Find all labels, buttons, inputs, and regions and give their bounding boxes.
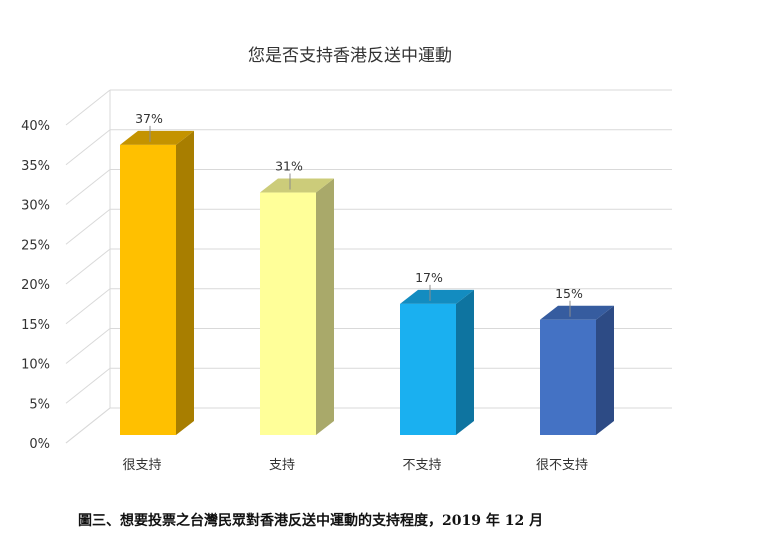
data-label: 37% [135,111,163,126]
bar-front [540,319,596,435]
bar-front [260,192,316,435]
y-tick-label: 20% [21,278,50,293]
data-label: 31% [275,159,303,174]
data-label: 17% [415,270,443,285]
y-tick-label: 35% [21,159,50,174]
chart-title: 您是否支持香港反送中運動 [248,46,452,66]
bar-side [316,178,334,436]
category-label: 支持 [269,458,295,473]
bar [260,178,334,436]
bar-side [456,289,474,435]
bar-front [120,144,176,435]
y-tick-label: 40% [21,119,50,134]
bar [540,305,614,435]
bar-front [400,303,456,435]
y-tick-label: 5% [29,397,50,412]
category-label: 很不支持 [536,458,588,473]
bar-top [540,305,614,320]
bar [400,289,474,435]
data-label: 15% [555,286,583,301]
gridlines [65,89,672,444]
bar-top [400,289,474,304]
x-axis-categories: 很支持 支持 不支持 很不支持 [122,458,588,473]
y-tick-label: 15% [21,318,50,333]
data-labels: 37% 31% 17% 15% [135,111,583,317]
bar-side [176,130,194,435]
y-tick-label: 10% [21,358,50,373]
bar-side [596,305,614,435]
bar [120,130,194,435]
figure-caption: 圖三、想要投票之台灣民眾對香港反送中運動的支持程度，2019 年 12 月 [78,513,544,529]
y-axis-ticks: 0% 5% 10% 15% 20% 25% 30% 35% 40% [21,119,50,452]
bar-top [260,178,334,193]
y-tick-label: 0% [29,437,50,452]
y-tick-label: 30% [21,199,50,214]
category-label: 不支持 [402,458,441,473]
bar-top [120,130,194,145]
bars [120,130,614,436]
category-label: 很支持 [122,458,161,473]
y-tick-label: 25% [21,238,50,253]
